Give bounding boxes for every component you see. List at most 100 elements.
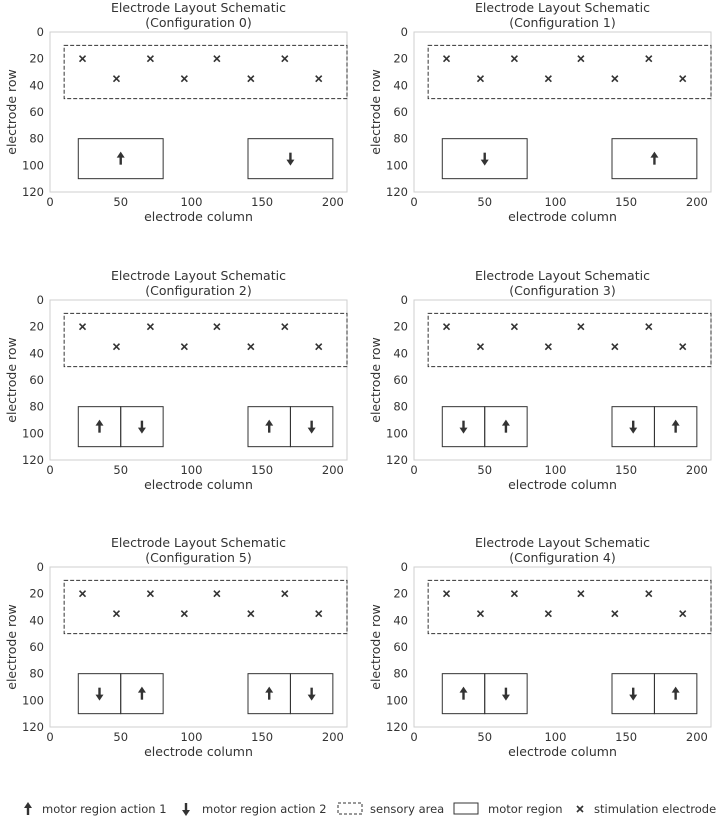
y-tick-label: 120 [22,185,44,199]
panel-subtitle: (Configuration 0) [145,15,251,30]
legend-item-action1: motor region action 1 [24,802,167,816]
x-tick-label: 0 [46,195,53,209]
y-tick-label: 0 [401,293,408,307]
panel-title: Electrode Layout Schematic [475,268,650,283]
arrow-down-icon [629,687,638,701]
y-tick-label: 120 [22,720,44,734]
arrow-down-icon [182,803,190,816]
y-tick-label: 80 [393,667,408,681]
motor-region [120,673,164,715]
arrow-up-icon [671,419,680,433]
y-tick-label: 20 [29,52,44,66]
y-tick-label: 120 [22,453,44,467]
stimulation-electrode [544,343,552,351]
stimulation-electrode [544,75,552,83]
x-tick-label: 100 [180,463,202,477]
x-tick-label: 200 [686,195,708,209]
x-axis-label: electrode column [144,744,253,759]
stimulation-electrode [510,55,518,63]
stimulation-electrode [476,343,485,351]
stimulation-electrode [510,590,518,598]
stimulation-electrode [247,610,255,618]
y-tick-label: 100 [22,158,44,172]
x-tick-label: 100 [180,730,202,744]
panel-5: Electrode Layout Schematic(Configuration… [368,535,712,759]
x-tick-label: 50 [477,195,492,209]
x-axis-label: electrode column [144,209,253,224]
sensory-area [63,312,348,368]
y-tick-label: 80 [29,400,44,414]
y-tick-label: 60 [29,105,44,119]
y-tick-label: 40 [393,346,408,360]
panel-title: Electrode Layout Schematic [475,535,650,550]
y-tick-label: 100 [386,426,408,440]
arrow-down-icon [286,152,295,166]
y-tick-label: 120 [386,453,408,467]
legend-solid-rect [453,802,479,815]
x-tick-label: 100 [180,195,202,209]
stimulation-electrode [315,610,323,618]
x-tick-label: 100 [544,463,566,477]
x-tick-label: 150 [251,730,273,744]
x-tick-label: 0 [46,730,53,744]
y-tick-label: 60 [29,640,44,654]
y-tick-label: 0 [401,560,408,574]
x-tick-label: 0 [410,463,417,477]
stimulation-electrode [679,343,687,351]
x-axis-label: electrode column [508,744,617,759]
y-tick-label: 0 [37,293,44,307]
panel-subtitle: (Configuration 1) [509,15,615,30]
x-tick-label: 150 [251,463,273,477]
panel-subtitle: (Configuration 3) [509,283,615,298]
arrow-down-icon [480,152,489,166]
arrow-down-icon [629,420,638,434]
x-tick-label: 0 [46,463,53,477]
stimulation-electrode [442,323,451,331]
legend-x-marker [576,805,584,813]
stimulation-electrode [645,323,653,331]
y-tick-label: 120 [386,720,408,734]
stimulation-electrode [442,590,451,598]
stimulation-electrode [146,590,154,598]
motor-region [289,406,334,448]
legend-label: stimulation electrode [594,802,716,816]
motor-region [484,406,528,448]
y-tick-label: 20 [393,587,408,601]
x-tick-label: 200 [686,730,708,744]
motor-region [289,673,334,715]
stimulation-electrode [78,323,87,331]
x-tick-label: 200 [322,195,344,209]
panel-1: Electrode Layout Schematic(Configuration… [368,0,712,224]
sensory-area [427,579,712,635]
y-tick-label: 40 [29,346,44,360]
stimulation-electrode [611,343,619,351]
stimulation-electrode [281,323,289,331]
motor-region [120,406,164,448]
x-tick-label: 200 [686,463,708,477]
y-tick-label: 60 [393,105,408,119]
y-tick-label: 40 [393,613,408,627]
y-axis-label: electrode row [368,337,383,422]
stimulation-electrode [112,343,121,351]
stimulation-electrode [78,590,87,598]
panel-subtitle: (Configuration 2) [145,283,251,298]
y-tick-label: 100 [386,158,408,172]
stimulation-electrode [247,75,255,83]
stimulation-electrode [180,343,188,351]
arrow-down-icon [307,687,316,701]
y-tick-label: 120 [386,185,408,199]
x-tick-label: 50 [113,730,128,744]
y-tick-label: 100 [22,426,44,440]
stimulation-electrode [679,75,687,83]
panel-2: Electrode Layout Schematic(Configuration… [4,268,348,492]
y-axis-label: electrode row [368,604,383,689]
stimulation-electrode [112,610,121,618]
y-tick-label: 40 [393,78,408,92]
y-tick-label: 20 [393,320,408,334]
y-tick-label: 100 [22,693,44,707]
stimulation-electrode [180,75,188,83]
stimulation-electrode [180,610,188,618]
arrow-down-icon [95,687,104,701]
arrow-up-icon [501,419,510,433]
x-tick-label: 0 [410,730,417,744]
